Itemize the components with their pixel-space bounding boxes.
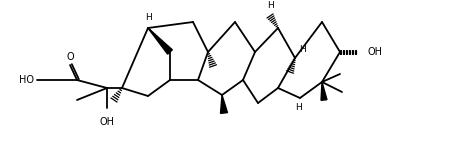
Text: H: H	[266, 2, 273, 11]
Text: H: H	[144, 13, 151, 22]
Text: H: H	[295, 104, 302, 113]
Text: O: O	[66, 52, 74, 62]
Text: HO: HO	[19, 75, 34, 85]
Text: OH: OH	[368, 47, 383, 57]
Polygon shape	[220, 95, 227, 113]
Text: H: H	[300, 46, 306, 55]
Polygon shape	[148, 28, 173, 54]
Text: OH: OH	[99, 117, 114, 127]
Polygon shape	[321, 82, 327, 100]
